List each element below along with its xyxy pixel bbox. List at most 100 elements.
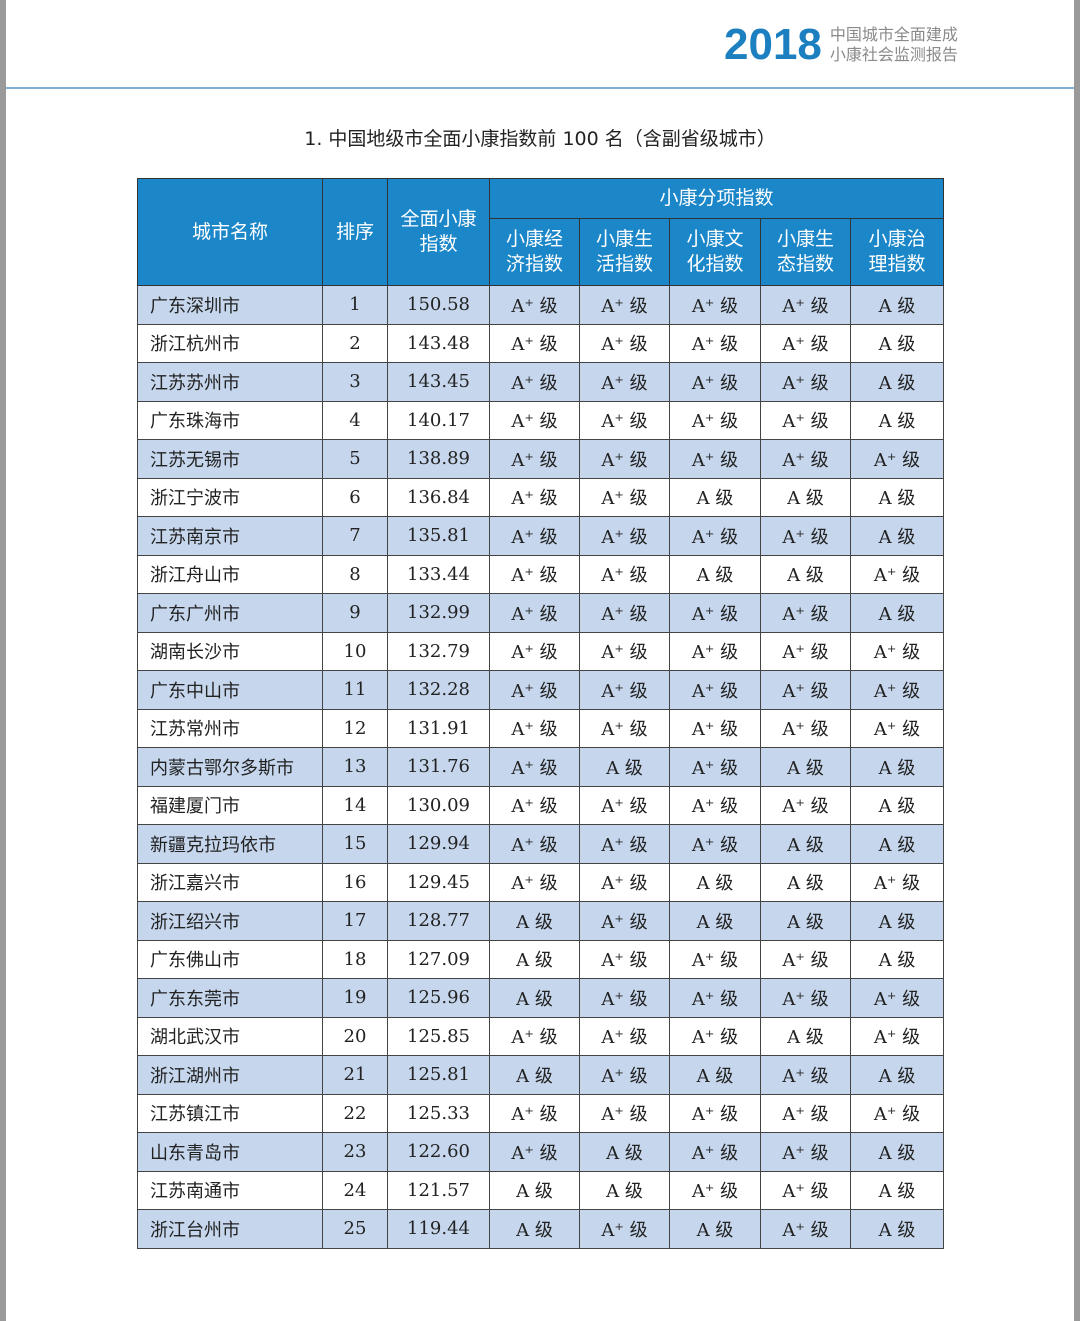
governance-grade: A 级: [849, 901, 945, 941]
ecology-grade: A⁺ 级: [760, 708, 851, 748]
city-name: 广东珠海市: [137, 400, 323, 440]
rank: 2: [322, 323, 388, 363]
economy-grade: A⁺ 级: [489, 400, 580, 440]
header-city: 城市名称: [137, 178, 323, 286]
living-grade: A⁺ 级: [579, 516, 670, 556]
overall-index: 132.28: [387, 670, 490, 710]
table-row: 江苏无锡市 5 138.89 A⁺ 级 A⁺ 级 A⁺ 级 A⁺ 级 A⁺ 级: [137, 439, 945, 479]
overall-index: 125.96: [387, 978, 490, 1018]
overall-index: 150.58: [387, 285, 490, 325]
rank: 14: [322, 785, 388, 825]
governance-grade: A 级: [849, 1209, 945, 1249]
ecology-grade: A⁺ 级: [760, 939, 851, 979]
culture-grade: A⁺ 级: [669, 285, 761, 325]
overall-index: 135.81: [387, 516, 490, 556]
economy-grade: A 级: [489, 939, 580, 979]
governance-grade: A⁺ 级: [849, 978, 945, 1018]
header-sub-4: 小康治理指数: [849, 218, 945, 286]
ecology-grade: A 级: [760, 901, 851, 941]
header-sub-text: 小康文化指数: [686, 228, 744, 275]
header-sub-0: 小康经济指数: [489, 218, 580, 286]
header-index-text: 全面小康指数: [400, 208, 477, 255]
overall-index: 143.48: [387, 323, 490, 363]
city-name: 江苏苏州市: [137, 362, 323, 402]
economy-grade: A⁺ 级: [489, 747, 580, 787]
table-row: 江苏常州市 12 131.91 A⁺ 级 A⁺ 级 A⁺ 级 A⁺ 级 A⁺ 级: [137, 708, 945, 748]
living-grade: A⁺ 级: [579, 939, 670, 979]
culture-grade: A⁺ 级: [669, 323, 761, 363]
governance-grade: A 级: [849, 400, 945, 440]
living-grade: A⁺ 级: [579, 785, 670, 825]
governance-grade: A⁺ 级: [849, 631, 945, 671]
governance-grade: A⁺ 级: [849, 1016, 945, 1056]
economy-grade: A⁺ 级: [489, 362, 580, 402]
living-grade: A⁺ 级: [579, 554, 670, 594]
rank: 25: [322, 1209, 388, 1249]
economy-grade: A 级: [489, 1209, 580, 1249]
living-grade: A⁺ 级: [579, 631, 670, 671]
culture-grade: A⁺ 级: [669, 439, 761, 479]
rank: 24: [322, 1170, 388, 1210]
culture-grade: A⁺ 级: [669, 785, 761, 825]
city-name: 浙江宁波市: [137, 477, 323, 517]
rank: 6: [322, 477, 388, 517]
ecology-grade: A 级: [760, 1016, 851, 1056]
living-grade: A⁺ 级: [579, 824, 670, 864]
ecology-grade: A⁺ 级: [760, 1055, 851, 1095]
economy-grade: A⁺ 级: [489, 862, 580, 902]
overall-index: 119.44: [387, 1209, 490, 1249]
header-sub-3: 小康生态指数: [760, 218, 851, 286]
economy-grade: A⁺ 级: [489, 708, 580, 748]
overall-index: 129.94: [387, 824, 490, 864]
table-row: 湖南长沙市 10 132.79 A⁺ 级 A⁺ 级 A⁺ 级 A⁺ 级 A⁺ 级: [137, 631, 945, 671]
governance-grade: A 级: [849, 593, 945, 633]
culture-grade: A 级: [669, 901, 761, 941]
city-name: 广东深圳市: [137, 285, 323, 325]
city-name: 浙江台州市: [137, 1209, 323, 1249]
living-grade: A⁺ 级: [579, 1055, 670, 1095]
governance-grade: A 级: [849, 477, 945, 517]
economy-grade: A⁺ 级: [489, 439, 580, 479]
governance-grade: A⁺ 级: [849, 862, 945, 902]
ranking-table: 城市名称 排序 全面小康指数 小康分项指数 小康经济指数 小康生活指数 小康文化指数…: [137, 178, 945, 1249]
economy-grade: A⁺ 级: [489, 824, 580, 864]
culture-grade: A⁺ 级: [669, 631, 761, 671]
living-grade: A⁺ 级: [579, 593, 670, 633]
report-subtitle-line2: 小康社会监测报告: [829, 45, 958, 64]
living-grade: A⁺ 级: [579, 439, 670, 479]
overall-index: 132.79: [387, 631, 490, 671]
culture-grade: A⁺ 级: [669, 516, 761, 556]
page-edge-right: [1074, 0, 1080, 1321]
ecology-grade: A⁺ 级: [760, 323, 851, 363]
ecology-grade: A 级: [760, 747, 851, 787]
overall-index: 127.09: [387, 939, 490, 979]
table-row: 广东东莞市 19 125.96 A 级 A⁺ 级 A⁺ 级 A⁺ 级 A⁺ 级: [137, 978, 945, 1018]
living-grade: A⁺ 级: [579, 362, 670, 402]
city-name: 湖北武汉市: [137, 1016, 323, 1056]
economy-grade: A 级: [489, 901, 580, 941]
overall-index: 143.45: [387, 362, 490, 402]
city-name: 福建厦门市: [137, 785, 323, 825]
overall-index: 121.57: [387, 1170, 490, 1210]
city-name: 江苏常州市: [137, 708, 323, 748]
rank: 11: [322, 670, 388, 710]
rank: 10: [322, 631, 388, 671]
ecology-grade: A⁺ 级: [760, 670, 851, 710]
economy-grade: A⁺ 级: [489, 516, 580, 556]
report-year: 2018: [724, 20, 822, 69]
rank: 17: [322, 901, 388, 941]
ecology-grade: A⁺ 级: [760, 1170, 851, 1210]
rank: 1: [322, 285, 388, 325]
economy-grade: A⁺ 级: [489, 1016, 580, 1056]
culture-grade: A⁺ 级: [669, 670, 761, 710]
